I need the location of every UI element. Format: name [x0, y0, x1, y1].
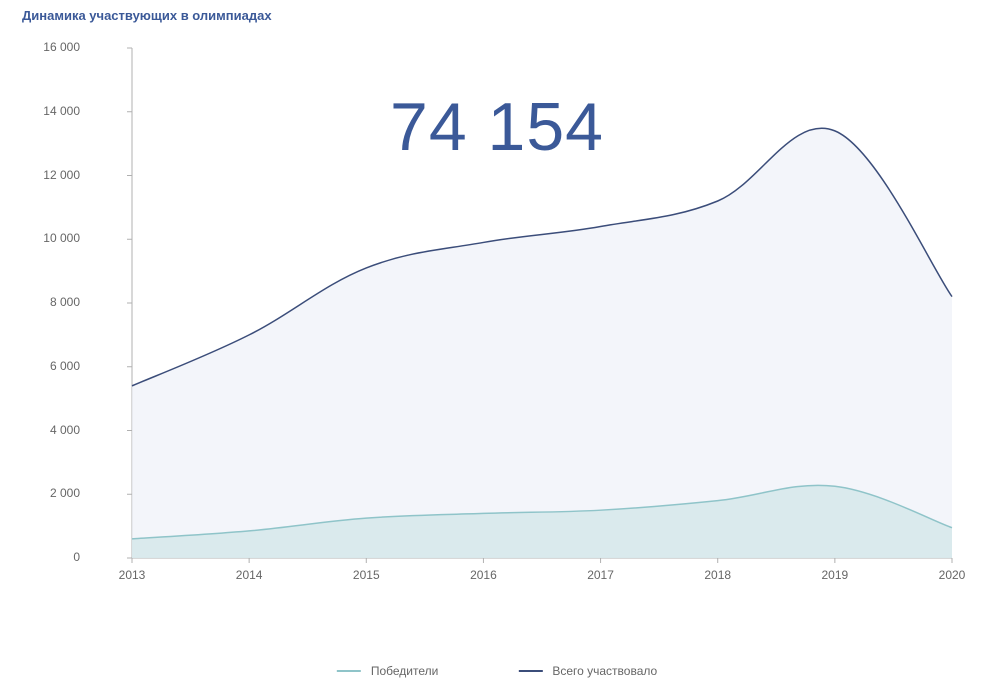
y-tick-label: 4 000 [20, 423, 80, 437]
legend-item-winners: Победители [337, 664, 439, 678]
y-tick-label: 16 000 [20, 40, 80, 54]
y-tick-label: 12 000 [20, 168, 80, 182]
plot-area [88, 38, 956, 588]
chart-title: Динамика участвующих в олимпиадах [22, 8, 272, 23]
y-tick-label: 2 000 [20, 486, 80, 500]
x-tick-label: 2013 [112, 568, 152, 582]
x-tick-label: 2018 [698, 568, 738, 582]
y-tick-label: 6 000 [20, 359, 80, 373]
legend-label-winners: Победители [371, 664, 439, 678]
chart-svg [88, 38, 956, 588]
legend-swatch-winners [337, 670, 361, 672]
x-tick-label: 2014 [229, 568, 269, 582]
y-tick-label: 10 000 [20, 231, 80, 245]
legend-item-total: Всего участвовало [518, 664, 657, 678]
legend-swatch-total [518, 670, 542, 672]
x-tick-label: 2015 [346, 568, 386, 582]
x-tick-label: 2020 [932, 568, 972, 582]
y-tick-label: 14 000 [20, 104, 80, 118]
y-tick-label: 0 [20, 550, 80, 564]
legend: Победители Всего участвовало [337, 664, 657, 678]
x-tick-label: 2017 [581, 568, 621, 582]
legend-label-total: Всего участвовало [552, 664, 657, 678]
x-tick-label: 2016 [463, 568, 503, 582]
x-tick-label: 2019 [815, 568, 855, 582]
y-tick-label: 8 000 [20, 295, 80, 309]
